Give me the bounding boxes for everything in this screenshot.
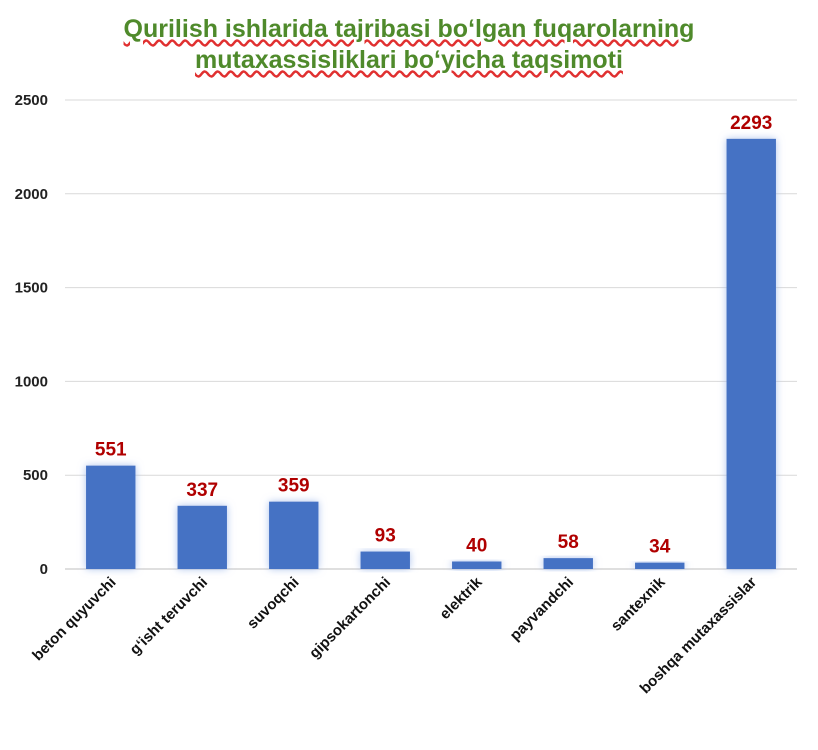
data-label: 93 <box>375 526 396 547</box>
x-tick-label: elektrik <box>436 573 486 623</box>
x-tick-label: beton quyuvchi <box>29 574 119 664</box>
data-label: 34 <box>649 537 671 558</box>
chart-title-line2: mutaxassisliklari bo‘yicha taqsimoti <box>195 46 623 74</box>
bar <box>269 501 319 569</box>
data-label: 337 <box>186 480 218 501</box>
x-tick-label: santexnik <box>608 573 669 634</box>
data-label: 40 <box>466 535 487 556</box>
y-tick-label: 1500 <box>15 280 48 297</box>
y-tick-label: 2000 <box>15 186 48 203</box>
x-tick-label: payvandchi <box>507 574 577 644</box>
y-tick-label: 0 <box>40 561 48 578</box>
x-tick-label: suvoqchi <box>244 574 303 633</box>
y-tick-label: 1000 <box>15 373 48 390</box>
data-labels: 551 337 359 93 40 58 34 2293 <box>95 113 772 558</box>
x-axis: beton quyuvchi g‘isht teruvchi suvoqchi gip… <box>29 573 760 697</box>
bar <box>635 562 685 569</box>
bar <box>177 505 227 569</box>
x-tick-label: g‘isht teruvchi <box>127 574 212 659</box>
bar <box>86 465 136 569</box>
x-tick-label: gipsokartonchi <box>306 574 394 662</box>
bars <box>86 138 776 570</box>
chart-title: Qurilish ishlarida tajribasi bo‘lgan fuq… <box>0 14 818 76</box>
gridlines <box>65 99 797 570</box>
bar <box>360 551 410 569</box>
data-label: 551 <box>95 440 127 461</box>
y-tick-label: 2500 <box>15 92 48 109</box>
bar <box>726 138 776 570</box>
bar <box>543 558 593 569</box>
data-label: 2293 <box>730 113 772 134</box>
bar <box>452 561 502 569</box>
y-tick-label: 500 <box>23 467 48 484</box>
data-label: 359 <box>278 476 310 497</box>
chart-title-line1: Qurilish ishlarida tajribasi bo‘lgan fuq… <box>123 15 695 43</box>
y-axis: 0 500 1000 1500 2000 2500 <box>15 92 48 578</box>
data-label: 58 <box>558 532 579 553</box>
